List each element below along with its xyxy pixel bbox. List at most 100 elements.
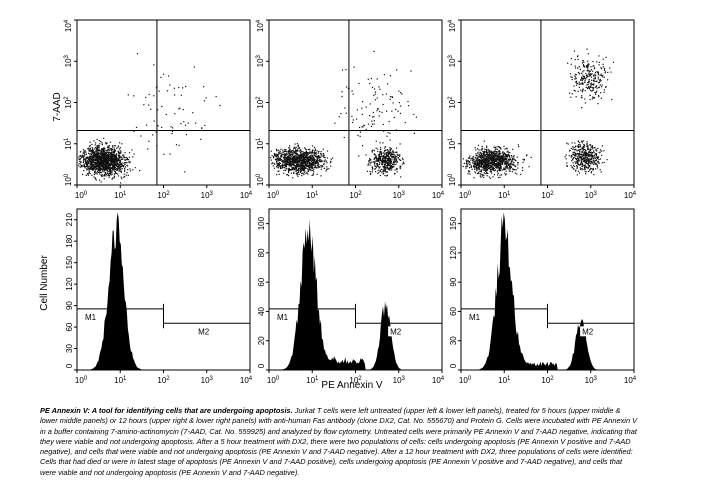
scatter-point: [102, 162, 104, 164]
scatter-point: [105, 154, 107, 157]
scatter-point: [88, 162, 90, 164]
scatter-point: [496, 151, 498, 153]
scatter-point: [109, 173, 112, 175]
scatter-point: [480, 156, 482, 158]
scatter-point: [96, 151, 99, 153]
scatter-point: [313, 153, 315, 155]
scatter-point: [105, 156, 107, 158]
scatter-point: [494, 156, 496, 158]
scatter-point: [352, 119, 354, 121]
scatter-point: [127, 165, 129, 167]
scatter-point: [310, 163, 312, 165]
scatter-point: [578, 86, 580, 88]
scatter-point: [121, 168, 123, 170]
scatter-point: [473, 160, 475, 163]
x-tick-label: 104: [240, 376, 253, 385]
scatter-point: [572, 147, 574, 149]
scatter-point: [84, 158, 86, 160]
scatter-point: [477, 148, 479, 150]
scatter-point: [377, 169, 379, 171]
scatter-point: [588, 170, 590, 173]
scatter-point: [400, 105, 402, 107]
scatter-point: [120, 176, 122, 178]
scatter-point: [604, 72, 606, 74]
scatter-point: [368, 160, 370, 162]
scatter-point: [478, 153, 480, 155]
scatter-point: [298, 158, 300, 160]
scatter-point: [385, 93, 387, 95]
scatter-point: [583, 65, 585, 67]
scatter-point: [280, 156, 282, 158]
scatter-point: [316, 158, 319, 160]
y-tick-label: 100: [256, 173, 265, 186]
scatter-point: [484, 157, 486, 159]
scatter-point: [587, 166, 590, 168]
scatter-point: [307, 152, 309, 154]
scatter-point: [473, 167, 476, 169]
scatter-point: [101, 171, 103, 174]
scatter-point: [586, 84, 588, 86]
scatter-point: [119, 152, 122, 154]
scatter-point: [581, 155, 583, 157]
scatter-point: [489, 154, 491, 156]
scatter-point: [500, 157, 502, 159]
scatter-point: [581, 169, 583, 171]
scatter-point: [286, 157, 288, 159]
scatter-point: [95, 155, 97, 157]
scatter-point: [86, 173, 88, 175]
scatter-point: [384, 163, 386, 165]
scatter-point: [491, 165, 493, 167]
scatter-point: [112, 163, 114, 165]
scatter-point: [308, 168, 310, 170]
scatter-point: [180, 94, 182, 96]
scatter-point: [485, 151, 487, 153]
scatter-point: [392, 150, 394, 152]
scatter-point: [318, 159, 320, 162]
scatter-point: [568, 155, 570, 157]
x-tick-label: 103: [201, 376, 214, 385]
scatter-point: [106, 149, 109, 152]
scatter-point: [468, 164, 470, 166]
scatter-point: [497, 166, 500, 168]
scatter-point: [566, 142, 568, 144]
scatter-point: [118, 164, 120, 166]
scatter-point: [502, 151, 504, 153]
scatter-point: [295, 146, 297, 148]
scatter-point: [296, 157, 298, 159]
scatter-point: [389, 153, 391, 155]
scatter-point: [118, 159, 120, 162]
scatter-point: [583, 81, 586, 83]
scatter-point: [573, 165, 576, 168]
scatter-point: [317, 162, 320, 164]
scatter-point: [278, 170, 280, 172]
scatter-point: [120, 165, 122, 168]
scatter-point: [483, 168, 485, 170]
scatter-point: [317, 155, 319, 157]
scatter-point: [585, 155, 587, 157]
scatter-point: [376, 158, 379, 160]
scatter-point: [479, 166, 481, 168]
scatter-point: [374, 165, 377, 167]
scatter-point: [277, 154, 279, 157]
scatter-point: [482, 164, 485, 167]
scatter-point: [585, 65, 588, 67]
scatter-point: [287, 159, 289, 161]
scatter-point: [578, 158, 580, 160]
scatter-point: [402, 161, 405, 163]
scatter-point: [484, 148, 486, 150]
scatter-point: [384, 157, 387, 160]
scatter-point: [111, 156, 113, 158]
scatter-point: [283, 163, 286, 165]
y-tick-label: 100: [257, 216, 266, 230]
scatter-point: [512, 164, 514, 166]
scatter-point: [508, 154, 510, 156]
scatter-point: [598, 87, 600, 89]
scatter-point: [113, 163, 115, 165]
scatter-point: [490, 168, 492, 171]
scatter-point: [289, 158, 291, 160]
scatter-point: [99, 143, 101, 145]
scatter-point: [582, 148, 584, 150]
scatter-point: [108, 174, 111, 177]
scatter-point: [219, 104, 221, 107]
scatter-point: [88, 150, 91, 152]
